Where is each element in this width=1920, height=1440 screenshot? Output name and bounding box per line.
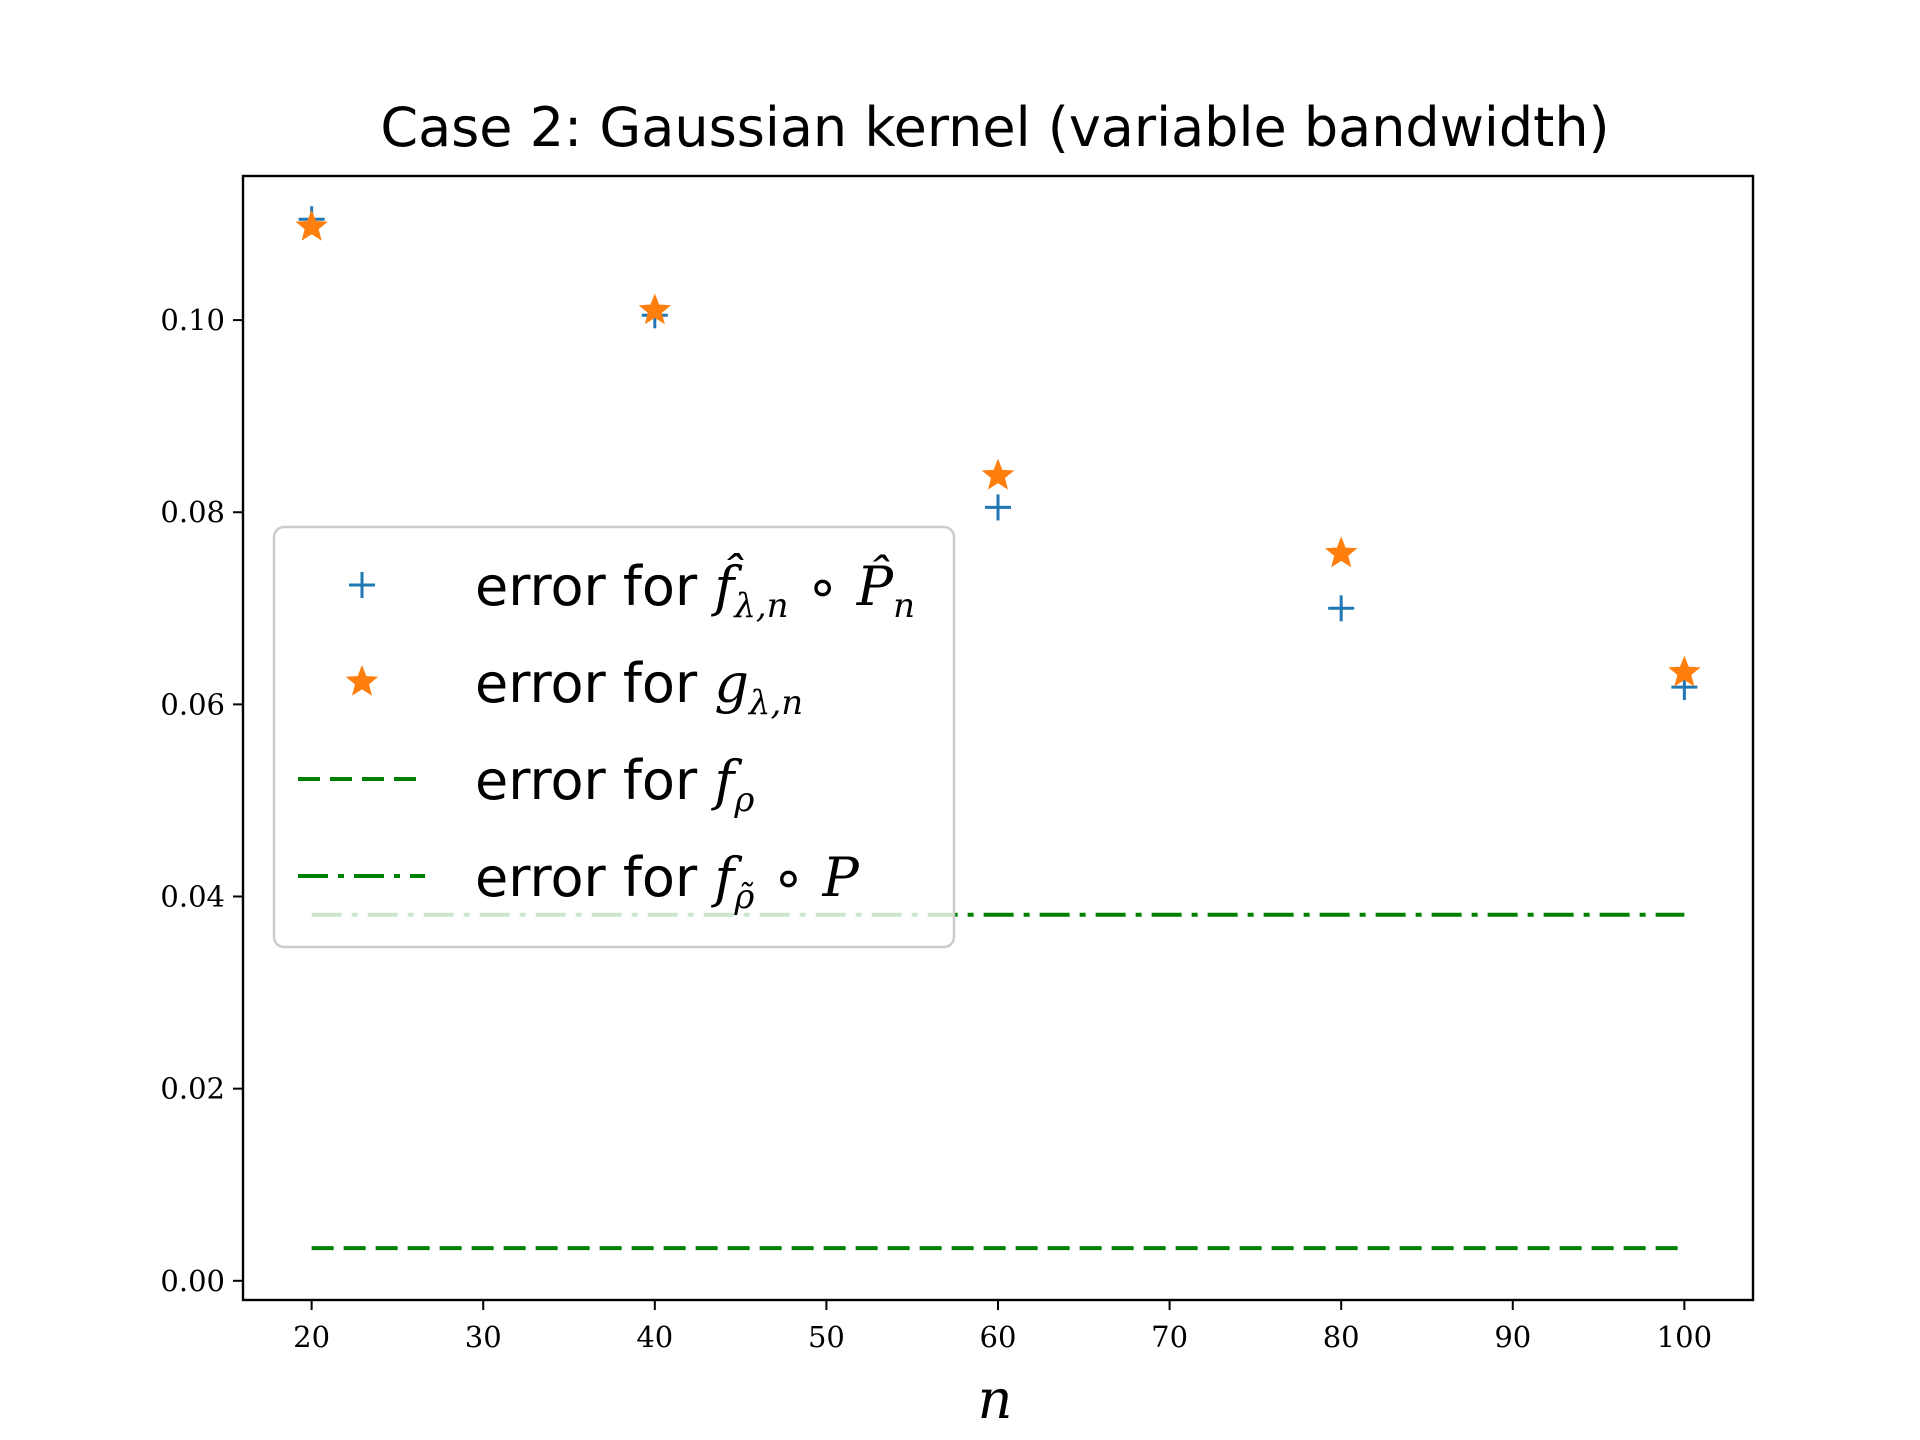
legend-handle-1 — [345, 664, 379, 696]
legend-entry-1: error for gλ,n — [475, 652, 803, 723]
series-0-point — [985, 494, 1011, 521]
legend-entry-0: error for f̂λ,n ∘ P̂n — [475, 552, 915, 626]
x-tick-label: 30 — [465, 1320, 502, 1354]
y-tick-label: 0.00 — [160, 1264, 225, 1298]
y-tick-label: 0.02 — [160, 1072, 225, 1106]
series-1-point — [638, 293, 672, 325]
y-tick-label: 0.10 — [160, 303, 225, 337]
legend-handle-0 — [349, 572, 375, 598]
legend-entry-3: error for fρ̃ ∘ P — [475, 846, 860, 917]
x-axis: 20 30 40 50 60 70 80 90 100 — [293, 1300, 1712, 1354]
x-tick-label: 40 — [636, 1320, 673, 1354]
y-tick-label: 0.06 — [160, 687, 225, 721]
y-axis: 0.00 0.02 0.04 0.06 0.08 0.10 — [160, 303, 243, 1298]
x-tick-label: 80 — [1323, 1320, 1360, 1354]
series-1-point — [1668, 655, 1701, 687]
series-1-point — [981, 458, 1015, 490]
x-tick-label: 20 — [293, 1320, 330, 1354]
x-tick-label: 90 — [1494, 1320, 1531, 1354]
series-1-point — [1324, 536, 1358, 568]
x-axis-label: n — [978, 1368, 1013, 1431]
chart-title: Case 2: Gaussian kernel (variable bandwi… — [380, 96, 1609, 159]
x-tick-label: 60 — [980, 1320, 1017, 1354]
y-tick-label: 0.04 — [160, 880, 225, 914]
x-tick-label: 50 — [808, 1320, 845, 1354]
y-tick-label: 0.08 — [160, 495, 225, 529]
x-tick-label: 100 — [1657, 1320, 1712, 1354]
legend-box — [272, 525, 956, 949]
legend-entry-2: error for fρ — [475, 749, 754, 820]
series-1-point — [295, 209, 328, 241]
legend: error for f̂λ,n ∘ P̂n error for gλ,n error… — [272, 525, 956, 949]
x-tick-label: 70 — [1151, 1320, 1188, 1354]
series-0-point — [1328, 595, 1355, 622]
